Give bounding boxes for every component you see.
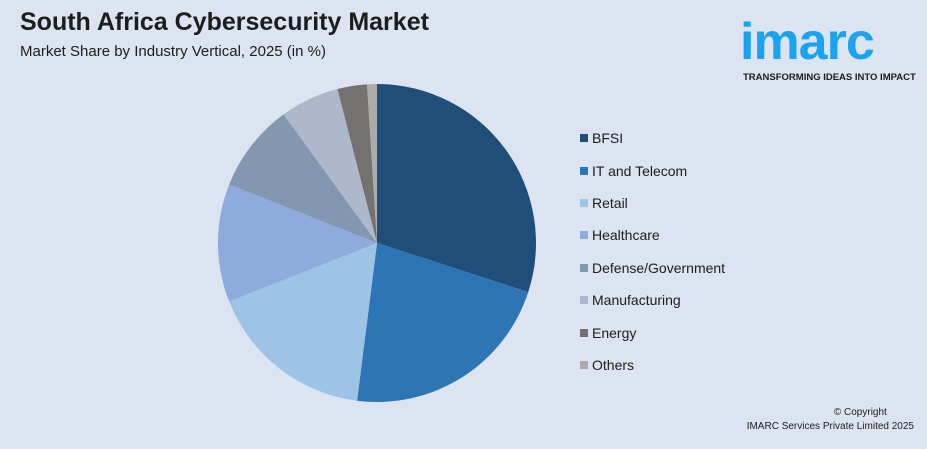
legend-swatch: [580, 328, 588, 337]
legend-item: Others: [580, 349, 725, 381]
pie-slice-it-and-telecom: [357, 243, 529, 402]
pie-slice-retail: [229, 243, 377, 401]
legend-swatch: [580, 263, 588, 272]
copyright-company: IMARC Services Private Limited 2025: [746, 421, 914, 432]
legend-item: Defense/Government: [580, 252, 725, 284]
legend-swatch: [580, 198, 588, 207]
logo-tagline: TRANSFORMING IDEAS INTO IMPACT: [743, 72, 916, 83]
legend-item: Retail: [580, 187, 725, 219]
legend-swatch: [580, 360, 588, 369]
legend: BFSI IT and Telecom Retail Healthcare Defens…: [580, 122, 725, 381]
legend-label: Defense/Government: [592, 259, 726, 276]
legend-item: BFSI: [580, 122, 725, 154]
chart-title: South Africa Cybersecurity Market: [20, 8, 429, 36]
copyright: © Copyright IMARC Services Private Limit…: [747, 406, 914, 434]
legend-item: Manufacturing: [580, 284, 725, 316]
legend-swatch: [580, 166, 588, 175]
pie-slice-energy: [337, 84, 377, 243]
legend-label: IT and Telecom: [592, 162, 688, 179]
legend-swatch: [580, 134, 588, 143]
legend-label: Energy: [592, 324, 637, 341]
pie-slice-manufacturing: [283, 88, 377, 244]
copyright-label: © Copyright: [833, 407, 887, 418]
legend-label: Retail: [592, 194, 628, 211]
pie-slice-defense-government: [229, 114, 377, 243]
logo-wordmark: imarc: [740, 13, 875, 71]
pie-slice-healthcare: [218, 184, 377, 302]
legend-item: IT and Telecom: [580, 154, 725, 186]
legend-label: Manufacturing: [592, 292, 681, 309]
chart-subtitle: Market Share by Industry Vertical, 2025 …: [20, 43, 326, 60]
pie-slice-bfsi: [377, 84, 536, 293]
legend-item: Energy: [580, 316, 725, 348]
pie-slice-others: [367, 84, 377, 243]
imarc-logo: imarc TRANSFORMING IDEAS INTO IMPACT: [740, 6, 920, 86]
legend-label: BFSI: [592, 130, 624, 147]
legend-label: Others: [592, 356, 635, 373]
legend-swatch: [580, 296, 588, 305]
legend-label: Healthcare: [592, 227, 660, 244]
legend-item: Healthcare: [580, 219, 725, 251]
legend-swatch: [580, 231, 588, 240]
